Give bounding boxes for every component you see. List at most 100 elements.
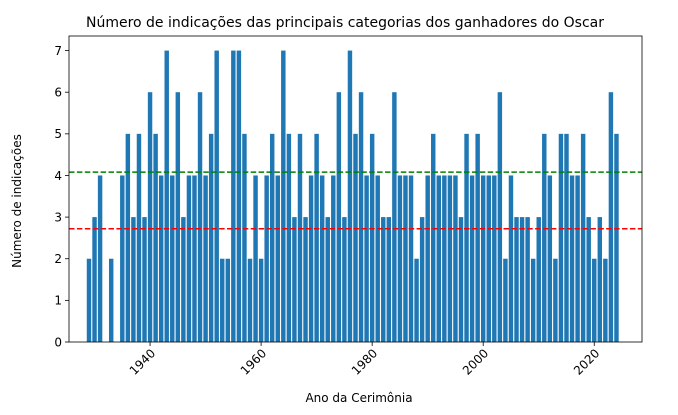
bar <box>558 133 564 342</box>
x-tick-label: 1940 <box>127 346 158 377</box>
x-tick-label: 1980 <box>349 346 380 377</box>
y-tick-label: 7 <box>54 44 62 58</box>
bar <box>242 133 247 342</box>
bar <box>275 175 280 342</box>
bar <box>186 175 192 342</box>
bar <box>536 217 541 342</box>
bar <box>281 50 286 342</box>
bar <box>497 92 503 342</box>
bar <box>336 92 342 342</box>
bar <box>436 175 441 342</box>
bar <box>153 133 158 342</box>
bar <box>97 175 103 342</box>
bar <box>131 217 136 342</box>
bar <box>92 217 97 342</box>
bar <box>253 175 258 342</box>
bar <box>553 258 558 342</box>
y-tick-label: 2 <box>54 252 62 266</box>
bar <box>486 175 491 342</box>
bar <box>597 217 603 342</box>
bar <box>442 175 447 342</box>
bar <box>220 258 225 342</box>
bar <box>236 50 242 342</box>
bar <box>292 217 297 342</box>
bar <box>447 175 453 342</box>
bar <box>319 175 325 342</box>
bar <box>608 92 614 342</box>
x-tick-label: 2000 <box>460 346 491 377</box>
bar <box>181 217 186 342</box>
bar <box>458 217 464 342</box>
bar <box>503 258 508 342</box>
plot-frame <box>68 35 643 343</box>
bar <box>164 50 169 342</box>
bar <box>286 133 292 342</box>
bar <box>120 175 125 342</box>
y-tick-label: 4 <box>54 169 62 183</box>
bar <box>86 258 92 342</box>
bar <box>453 175 458 342</box>
bar <box>569 175 575 342</box>
bar <box>375 175 380 342</box>
bar <box>519 217 525 342</box>
bar <box>508 175 514 342</box>
bar <box>464 133 469 342</box>
y-tick-label: 3 <box>54 210 62 224</box>
bar <box>386 217 392 342</box>
bar <box>158 175 164 342</box>
bar <box>231 50 236 342</box>
bar <box>108 258 114 342</box>
bar <box>575 175 580 342</box>
bar <box>392 92 397 342</box>
bar <box>480 175 486 342</box>
bar <box>175 92 181 342</box>
bar <box>542 133 547 342</box>
y-axis-label: Número de indicações <box>10 134 24 268</box>
bar <box>419 217 425 342</box>
bar <box>331 175 336 342</box>
y-tick-label: 6 <box>54 86 62 100</box>
bar <box>397 175 403 342</box>
bar <box>297 133 303 342</box>
bar <box>264 175 269 342</box>
bar <box>369 133 375 342</box>
bar <box>564 133 569 342</box>
bar <box>136 133 142 342</box>
bar <box>408 175 414 342</box>
bar <box>492 175 497 342</box>
x-axis-label: Ano da Cerimônia <box>305 391 412 405</box>
reference-lines <box>69 171 642 230</box>
bar <box>208 133 214 342</box>
bar <box>425 175 430 342</box>
bar <box>381 217 386 342</box>
bar <box>414 258 419 342</box>
bar <box>197 92 203 342</box>
bar <box>192 175 197 342</box>
bar <box>203 175 208 342</box>
bar <box>325 217 330 342</box>
bar <box>431 133 436 342</box>
bar <box>258 258 264 342</box>
y-tick-label: 1 <box>54 294 62 308</box>
bar <box>353 133 358 342</box>
bar <box>269 133 275 342</box>
bar <box>214 50 219 342</box>
chart-title: Número de indicações das principais cate… <box>86 15 604 31</box>
bar <box>475 133 480 342</box>
bar <box>170 175 175 342</box>
bar <box>586 217 591 342</box>
bar <box>147 92 153 342</box>
y-tick-label: 0 <box>54 335 62 349</box>
x-axis: 1940 1960 1980 2000 2020 <box>127 342 602 378</box>
bar <box>308 175 314 342</box>
bar <box>514 217 519 342</box>
bar <box>247 258 253 342</box>
y-tick-label: 5 <box>54 127 62 141</box>
bar <box>347 50 353 342</box>
x-tick-label: 2020 <box>571 346 602 377</box>
y-axis: 0 1 2 3 4 5 6 7 <box>54 44 69 349</box>
bar <box>342 217 347 342</box>
bar <box>592 258 597 342</box>
bar <box>225 258 231 342</box>
